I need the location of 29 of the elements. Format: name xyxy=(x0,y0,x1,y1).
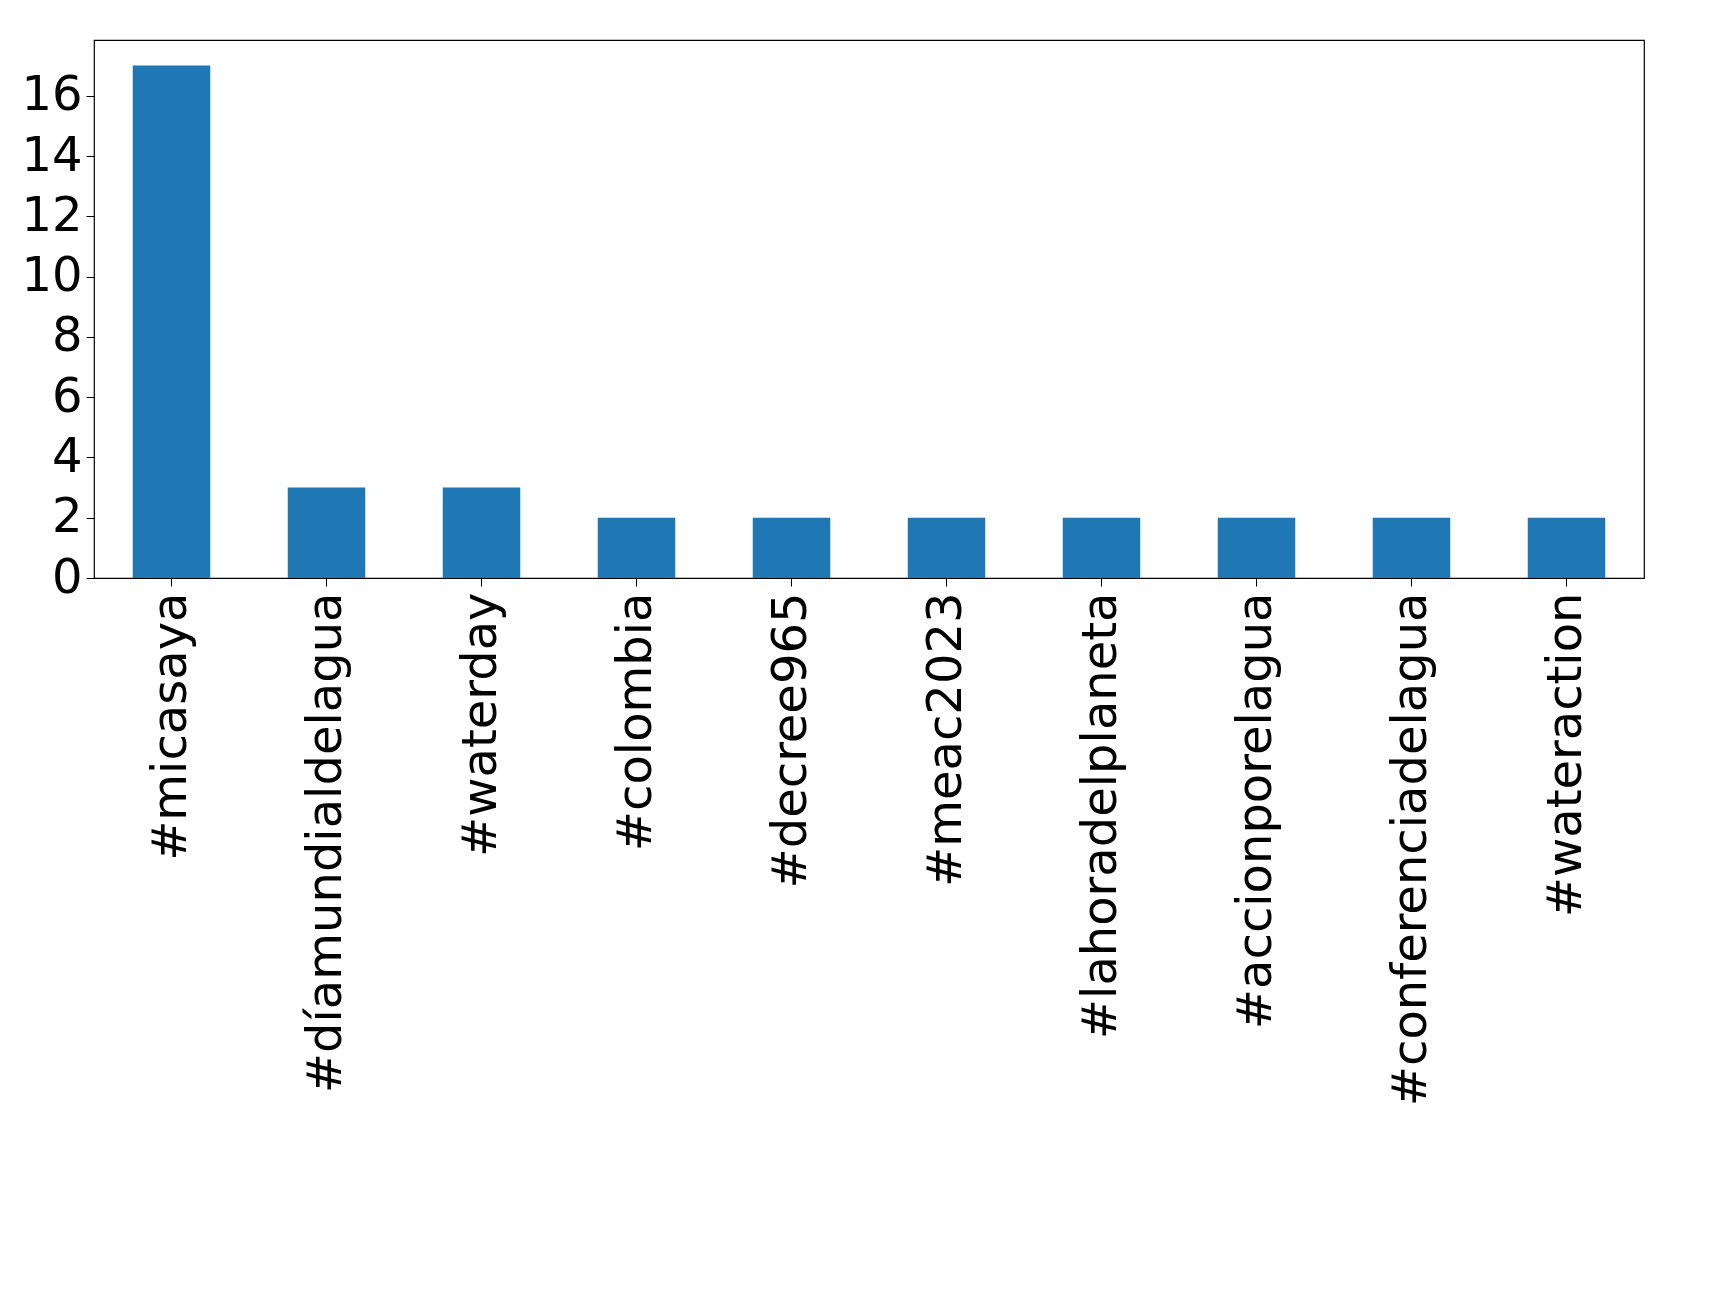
y-tick-label: 10 xyxy=(21,246,83,303)
x-tick-label: #accionporelagua xyxy=(1225,592,1282,1030)
bar xyxy=(442,487,521,578)
x-tick-label: #lahoradelplaneta xyxy=(1070,592,1127,1040)
x-tick-label: #colombia xyxy=(605,592,662,852)
y-tick-label: 8 xyxy=(51,306,83,363)
bar xyxy=(597,517,676,578)
x-tick-label: #micasaya xyxy=(140,592,197,861)
x-tick-label: #decree965 xyxy=(760,592,817,889)
y-tick-label: 14 xyxy=(21,125,83,182)
bar xyxy=(287,487,366,578)
y-tick-label: 2 xyxy=(51,487,83,544)
x-tick-label: #díamundialdelagua xyxy=(295,592,352,1094)
y-tick-label: 16 xyxy=(21,65,83,122)
y-tick-label: 6 xyxy=(51,366,83,423)
bar xyxy=(1062,517,1141,578)
bar xyxy=(1372,517,1451,578)
bar xyxy=(907,517,986,578)
bar xyxy=(132,65,211,578)
x-tick-label: #meac2023 xyxy=(915,592,972,887)
bar xyxy=(752,517,831,578)
bar xyxy=(1527,517,1606,578)
x-tick-label: #conferenciadelagua xyxy=(1380,592,1437,1107)
x-tick-label: #waterday xyxy=(450,592,507,857)
x-tick-label: #wateraction xyxy=(1535,592,1592,918)
bar xyxy=(1217,517,1296,578)
y-tick-label: 0 xyxy=(51,547,83,604)
y-tick-label: 12 xyxy=(21,185,83,242)
y-tick-label: 4 xyxy=(51,426,83,483)
